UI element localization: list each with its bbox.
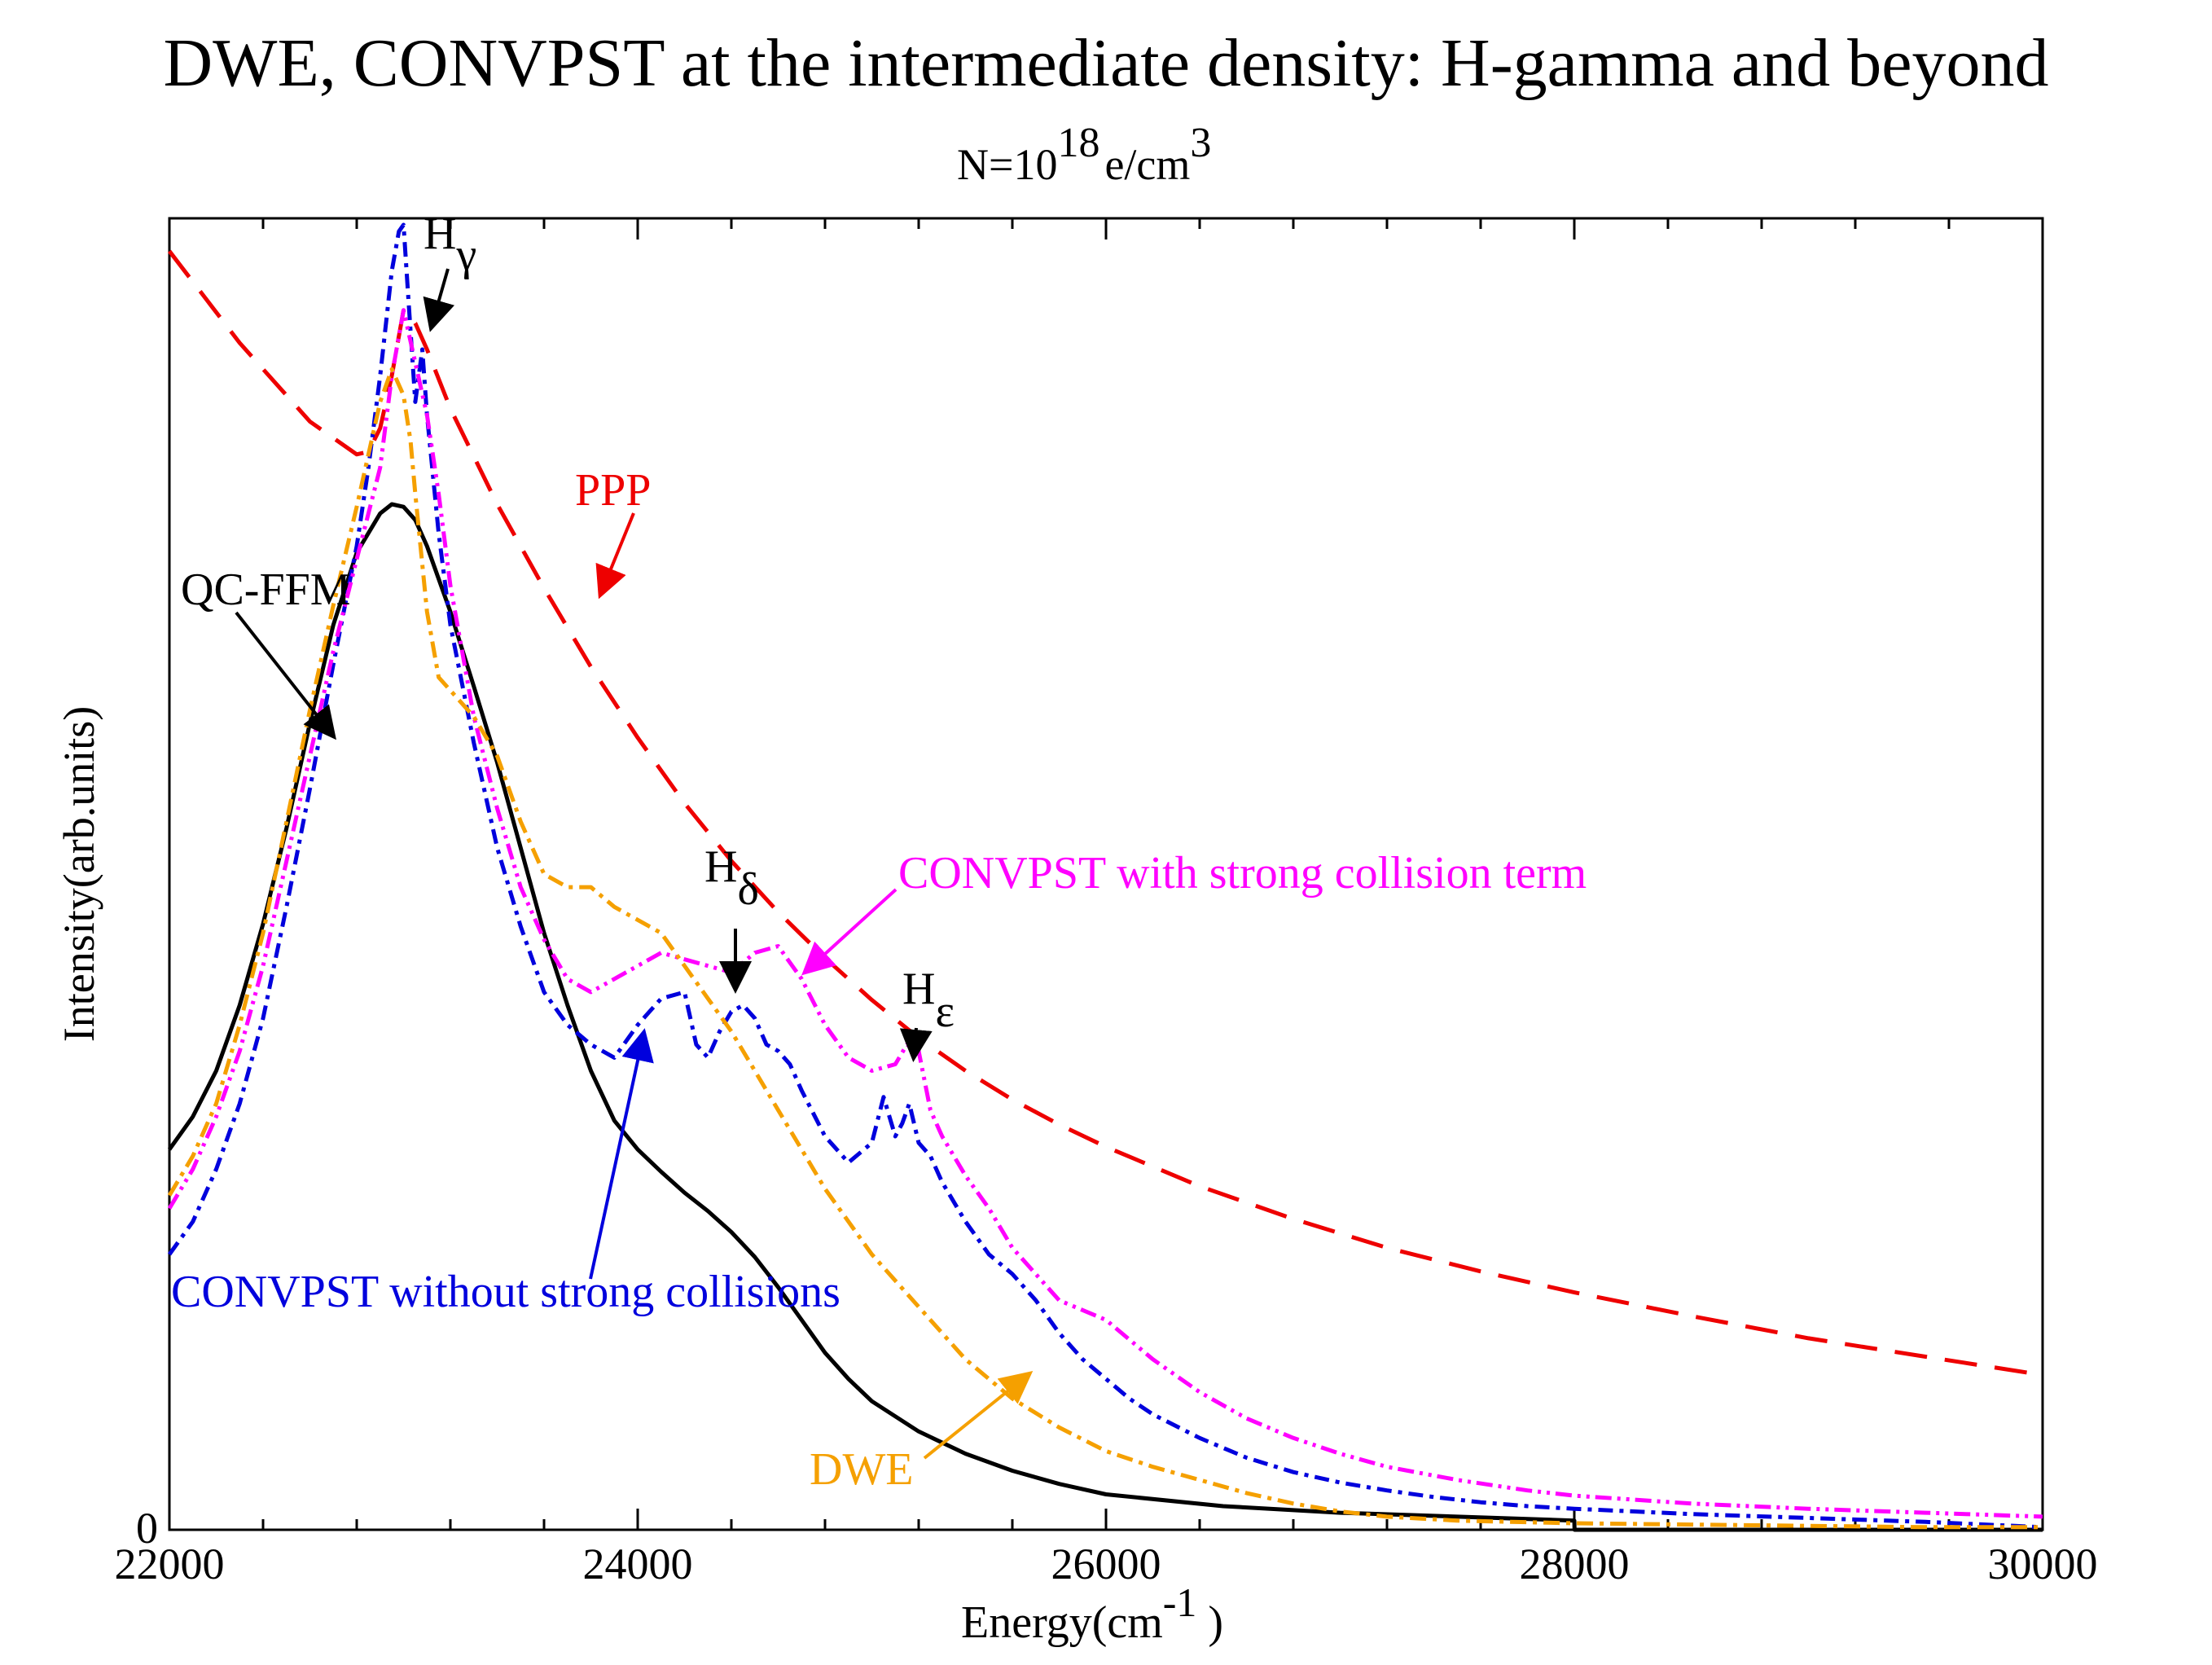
arrow-ppp xyxy=(595,512,635,600)
x-tick-label: 24000 xyxy=(583,1540,693,1588)
annotation-arrows xyxy=(235,268,1034,1460)
label-conv-strong: CONVPST with strong collision term xyxy=(898,848,1587,898)
arrow-h-gamma xyxy=(423,268,455,332)
label-h-delta-sub: δ xyxy=(737,864,758,915)
x-tick-labels: 22000 24000 26000 28000 30000 xyxy=(115,1540,2098,1588)
y-tick-label: 0 xyxy=(136,1504,158,1553)
subtitle-prefix: N=10 xyxy=(957,140,1057,189)
label-h-epsilon-sub: ε xyxy=(935,986,955,1037)
x-axis-label-sup: -1 xyxy=(1163,1579,1197,1625)
series-qc-ffm xyxy=(167,502,2043,1532)
series-convpst-without-strong-collisions xyxy=(167,222,2043,1530)
x-tick-label: 22000 xyxy=(115,1540,225,1588)
x-axis-label: Energy(cm-1 ) xyxy=(961,1579,1223,1648)
label-h-epsilon: Hε xyxy=(902,964,955,1037)
label-h-gamma-h: H xyxy=(424,209,456,259)
label-h-epsilon-h: H xyxy=(902,964,935,1014)
x-tick-label: 26000 xyxy=(1051,1540,1161,1588)
series-ppp xyxy=(168,249,2043,1377)
x-tick-label: 28000 xyxy=(1520,1540,1630,1588)
subtitle-exp: 18 xyxy=(1057,120,1099,166)
label-dwe: DWE xyxy=(810,1444,914,1495)
label-h-gamma-sub: γ xyxy=(455,230,476,280)
arrow-dwe xyxy=(923,1370,1034,1460)
label-h-gamma: Hγ xyxy=(424,209,476,280)
subtitle-unit-exp: 3 xyxy=(1190,120,1211,166)
series-convpst-with-strong-collision-term xyxy=(167,308,2043,1519)
x-axis-label-tail: ) xyxy=(1196,1597,1223,1648)
chart-subtitle: N=1018 e/cm3 xyxy=(957,120,1211,189)
arrow-qcffm xyxy=(235,611,336,740)
label-qcffm: QC-FFM xyxy=(181,565,351,615)
x-axis-label-main: Energy(cm xyxy=(961,1597,1163,1648)
arrow-conv-strong xyxy=(801,888,898,976)
arrow-h-epsilon xyxy=(899,1027,933,1062)
label-h-delta-h: H xyxy=(704,841,737,892)
y-tick-labels: 0 xyxy=(136,1504,158,1553)
arrow-conv-without xyxy=(589,1028,654,1280)
x-tick-label: 30000 xyxy=(1988,1540,2098,1588)
series-dwe xyxy=(167,367,2043,1530)
label-ppp: PPP xyxy=(575,465,651,516)
subtitle-unit: e/cm xyxy=(1104,140,1190,189)
chart-title: DWE, CONVPST at the intermediate density… xyxy=(164,25,2049,101)
label-h-delta: Hδ xyxy=(704,841,759,915)
label-conv-without: CONVPST without strong collisions xyxy=(171,1267,840,1317)
y-axis-label: Intensity(arb.units) xyxy=(55,706,103,1042)
